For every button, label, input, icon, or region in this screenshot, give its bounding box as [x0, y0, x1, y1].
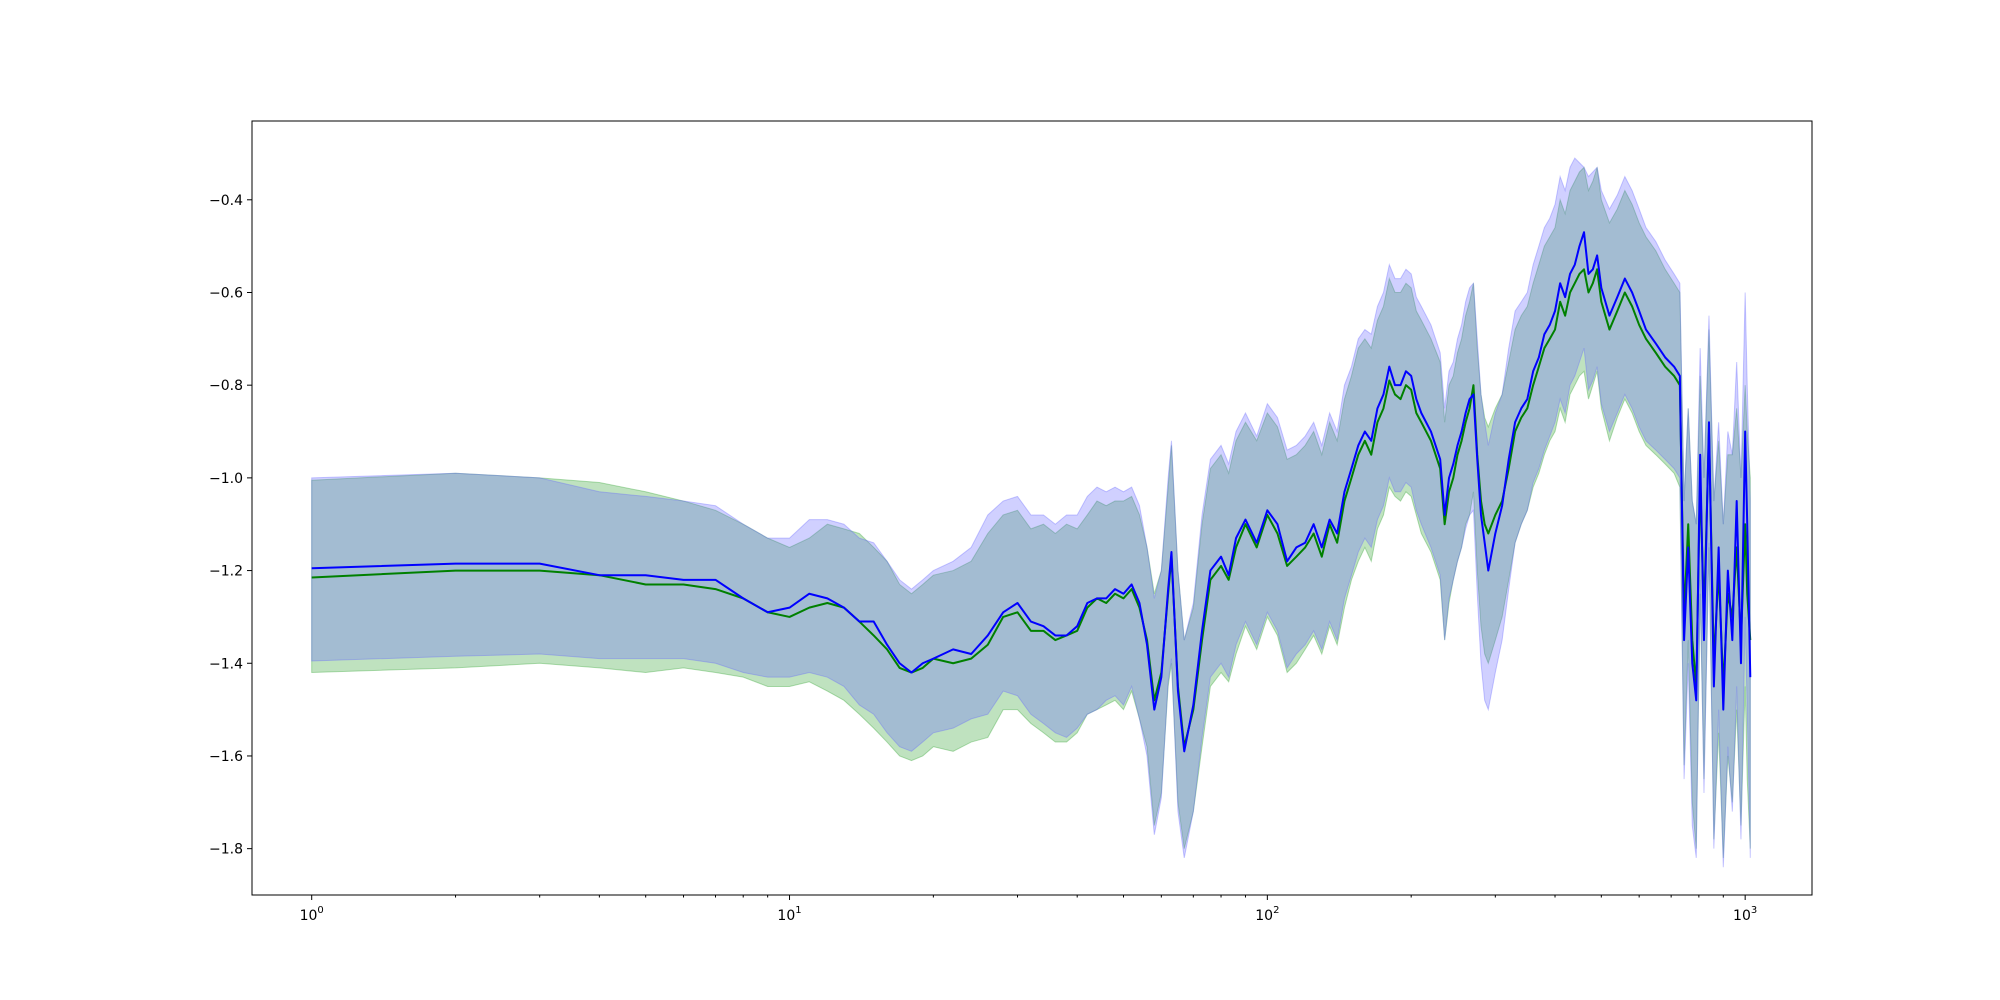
y-tick-label: −0.6	[209, 285, 243, 301]
series-lines	[311, 231, 1752, 753]
series-2-line	[311, 231, 1752, 753]
y-tick-label: −1.2	[209, 564, 243, 580]
x-tick-label: 101	[777, 905, 801, 924]
x-tick-label: 102	[1255, 905, 1279, 924]
y-tick-label: −0.4	[209, 193, 243, 209]
y-tick-label: −1.4	[209, 656, 243, 672]
confidence-bands	[311, 157, 1751, 868]
plot-frame	[251, 120, 1813, 896]
y-tick-label: −1.8	[209, 842, 243, 858]
x-tick-label: 103	[1733, 905, 1757, 924]
y-tick-label: −1.0	[209, 471, 243, 487]
series-1-line	[311, 268, 1752, 748]
y-tick-label: −0.8	[209, 378, 243, 394]
x-axis: 100 101 102 103	[300, 895, 1757, 924]
series-1-band	[311, 166, 1751, 858]
y-tick-label: −1.6	[209, 749, 243, 765]
x-tick-label: 100	[300, 905, 324, 924]
y-axis: −0.4 −0.6 −0.8 −1.0 −1.2 −1.4 −1.6 −1.8	[209, 193, 252, 858]
series-2-band	[311, 157, 1751, 868]
